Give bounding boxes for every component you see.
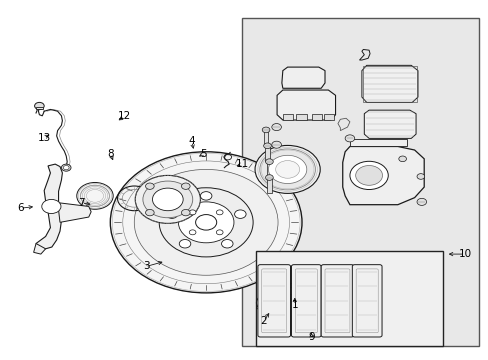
Circle shape (159, 188, 253, 257)
Text: 5: 5 (200, 149, 206, 158)
Circle shape (265, 159, 273, 165)
Polygon shape (361, 66, 417, 102)
Bar (242, 18, 478, 346)
Circle shape (166, 210, 177, 219)
Circle shape (63, 166, 69, 170)
Circle shape (145, 183, 154, 189)
FancyBboxPatch shape (321, 265, 353, 337)
Circle shape (145, 210, 154, 216)
Text: 12: 12 (118, 112, 131, 121)
Circle shape (189, 210, 196, 215)
Text: 8: 8 (107, 149, 113, 158)
Circle shape (216, 210, 223, 215)
Circle shape (265, 175, 273, 180)
Text: 6: 6 (17, 203, 23, 213)
Bar (36, 107, 42, 109)
Bar (282, 114, 293, 120)
Polygon shape (59, 203, 91, 222)
Circle shape (178, 202, 233, 243)
Bar (264, 146, 269, 161)
Bar (296, 114, 306, 120)
Circle shape (349, 161, 387, 189)
Polygon shape (36, 164, 62, 249)
Circle shape (200, 192, 211, 200)
FancyBboxPatch shape (257, 265, 290, 337)
FancyBboxPatch shape (351, 265, 381, 337)
FancyBboxPatch shape (291, 265, 321, 337)
Polygon shape (34, 243, 45, 254)
Circle shape (189, 230, 196, 235)
Circle shape (41, 199, 61, 213)
Circle shape (221, 239, 233, 248)
Polygon shape (282, 283, 300, 299)
Polygon shape (364, 110, 415, 138)
Circle shape (234, 210, 245, 219)
Bar (311, 114, 322, 120)
Bar (263, 130, 268, 145)
Circle shape (152, 188, 183, 211)
Circle shape (268, 155, 306, 184)
Bar (256, 251, 443, 346)
Text: 4: 4 (188, 136, 195, 146)
Bar (323, 114, 333, 120)
Circle shape (61, 164, 71, 171)
Circle shape (195, 215, 216, 230)
Bar (349, 139, 407, 147)
Circle shape (142, 181, 192, 218)
Text: 3: 3 (142, 261, 149, 271)
Polygon shape (281, 67, 325, 88)
Circle shape (260, 297, 276, 309)
Circle shape (134, 170, 278, 275)
Bar (266, 177, 271, 193)
Circle shape (263, 143, 271, 149)
Circle shape (355, 166, 382, 185)
Circle shape (275, 161, 299, 178)
Polygon shape (277, 90, 335, 120)
Circle shape (264, 300, 272, 306)
Circle shape (286, 288, 296, 294)
Circle shape (179, 239, 190, 248)
Circle shape (345, 135, 354, 142)
Circle shape (35, 102, 44, 109)
Text: 11: 11 (235, 159, 248, 169)
Circle shape (255, 145, 320, 193)
Text: 2: 2 (260, 316, 266, 326)
Circle shape (77, 183, 113, 209)
Text: 9: 9 (307, 332, 314, 342)
Text: 7: 7 (78, 198, 85, 208)
Circle shape (262, 127, 269, 133)
Bar (363, 66, 416, 102)
Text: 10: 10 (457, 249, 470, 259)
Circle shape (271, 123, 281, 131)
Text: 1: 1 (291, 300, 298, 310)
Polygon shape (342, 147, 424, 205)
Circle shape (181, 210, 190, 216)
Circle shape (416, 174, 424, 179)
Circle shape (271, 141, 281, 148)
Circle shape (416, 198, 426, 206)
Circle shape (256, 294, 280, 312)
Circle shape (110, 152, 302, 293)
Circle shape (398, 156, 406, 162)
Text: 13: 13 (38, 133, 51, 143)
Bar (266, 162, 271, 177)
Circle shape (181, 183, 190, 189)
Circle shape (259, 149, 315, 190)
Circle shape (216, 230, 223, 235)
Circle shape (135, 175, 200, 224)
